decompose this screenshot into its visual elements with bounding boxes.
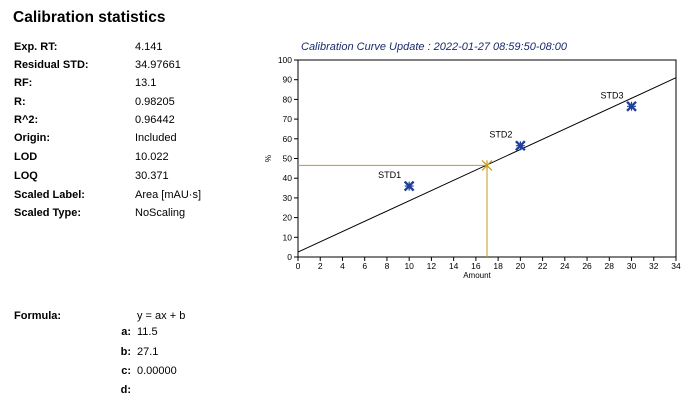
point-label: STD3: [601, 90, 624, 100]
coefficient-value: 11.5: [137, 326, 158, 338]
stat-label: LOD: [14, 151, 38, 163]
stat-value: 0.96442: [135, 114, 175, 126]
formula-label: Formula:: [14, 310, 62, 322]
x-axis-label: Amount: [463, 271, 491, 280]
y-tick-label: 70: [283, 114, 293, 124]
x-tick-label: 24: [560, 261, 570, 271]
y-axis-label: %: [264, 155, 273, 162]
x-tick-label: 0: [296, 261, 301, 271]
stat-row: Scaled Type: NoScaling: [14, 207, 274, 223]
page-title: Calibration statistics: [13, 9, 166, 26]
stat-row: Exp. RT: 4.141: [14, 41, 274, 57]
chart-title: Calibration Curve Update : 2022-01-27 08…: [301, 41, 568, 53]
stat-row: LOQ 30.371: [14, 170, 274, 186]
stat-label: R^2:: [14, 114, 39, 126]
stat-label: Scaled Label:: [14, 189, 85, 201]
calibration-chart: Calibration Curve Update : 2022-01-27 08…: [264, 41, 681, 280]
x-tick-label: 26: [582, 261, 592, 271]
coefficient-key: c:: [121, 365, 131, 377]
coefficient-row: c: 0.00000: [100, 365, 300, 381]
stat-row: Origin: Included: [14, 132, 274, 148]
unknown-marker: [481, 159, 493, 171]
stat-row: Scaled Label: Area [mAU·s]: [14, 189, 274, 205]
x-tick-label: 2: [318, 261, 323, 271]
formula-expression: y = ax + b: [137, 310, 186, 322]
coefficient-row: b: 27.1: [100, 346, 300, 362]
y-tick-label: 100: [278, 55, 292, 65]
calibration-point-center: [627, 101, 637, 111]
coefficient-row: d:: [100, 384, 300, 400]
stat-label: Residual STD:: [14, 59, 89, 71]
stat-row: RF: 13.1: [14, 77, 274, 93]
stat-row: R^2: 0.96442: [14, 114, 274, 130]
x-tick-label: 18: [493, 261, 503, 271]
coefficient-value: 0.00000: [137, 365, 177, 377]
stat-label: Scaled Type:: [14, 207, 82, 219]
y-tick-label: 40: [283, 173, 293, 183]
x-tick-label: 4: [340, 261, 345, 271]
x-tick-label: 16: [471, 261, 481, 271]
coefficient-row: a: 11.5: [100, 326, 300, 342]
x-tick-label: 32: [649, 261, 659, 271]
x-tick-label: 28: [605, 261, 615, 271]
x-tick-label: 14: [449, 261, 459, 271]
calibration-point-center: [404, 181, 414, 191]
stat-value: NoScaling: [135, 207, 186, 219]
stat-label: R:: [14, 96, 26, 108]
stat-value: Area [mAU·s]: [135, 189, 202, 201]
stat-value: 10.022: [135, 151, 169, 163]
x-tick-label: 20: [516, 261, 526, 271]
stat-value: 34.97661: [135, 59, 181, 71]
coefficient-key: a:: [121, 326, 131, 338]
coefficient-key: d:: [120, 384, 131, 396]
stat-row: LOD 10.022: [14, 151, 274, 167]
y-tick-label: 0: [287, 252, 292, 262]
y-tick-label: 90: [283, 75, 293, 85]
stat-label: Exp. RT:: [14, 41, 58, 53]
x-tick-label: 10: [404, 261, 414, 271]
y-tick-label: 10: [283, 232, 293, 242]
x-tick-label: 6: [362, 261, 367, 271]
stat-row: R: 0.98205: [14, 96, 274, 112]
stat-value: 4.141: [135, 41, 163, 53]
x-tick-label: 12: [427, 261, 437, 271]
stat-value: Included: [135, 132, 177, 144]
stat-value: 13.1: [135, 77, 157, 89]
y-tick-label: 60: [283, 134, 293, 144]
y-tick-label: 80: [283, 94, 293, 104]
coefficient-value: 27.1: [137, 346, 159, 358]
y-tick-label: 20: [283, 213, 293, 223]
stat-value: 0.98205: [135, 96, 175, 108]
x-tick-label: 30: [627, 261, 637, 271]
stat-value: 30.371: [135, 170, 169, 182]
stat-row: Residual STD: 34.97661: [14, 59, 274, 75]
x-tick-label: 8: [385, 261, 390, 271]
stat-label: LOQ: [14, 170, 38, 182]
y-tick-label: 30: [283, 193, 293, 203]
stat-label: RF:: [14, 77, 33, 89]
x-tick-label: 22: [538, 261, 548, 271]
point-label: STD1: [378, 170, 401, 180]
y-tick-label: 50: [283, 154, 293, 164]
x-tick-label: 34: [671, 261, 681, 271]
point-label: STD2: [489, 130, 512, 140]
coefficient-key: b:: [120, 346, 131, 358]
calibration-point-center: [515, 141, 525, 151]
stat-label: Origin:: [14, 132, 51, 144]
